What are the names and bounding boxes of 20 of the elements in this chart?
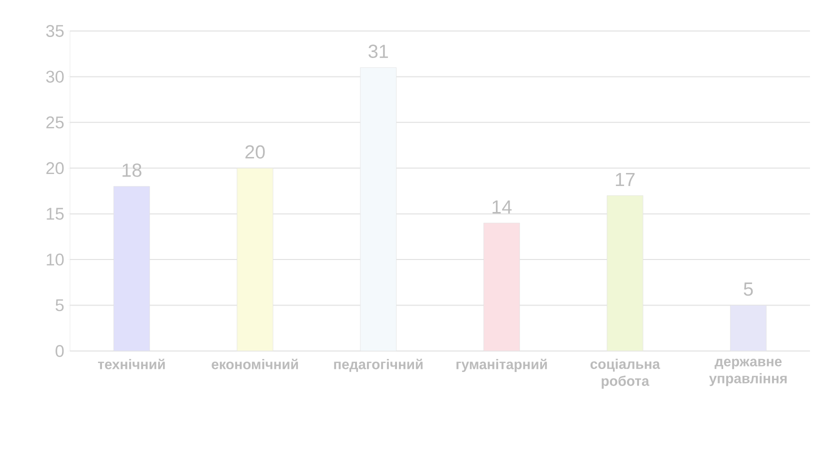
y-tick-label: 20 (46, 162, 64, 174)
x-tick-label: гуманітарний (456, 358, 547, 372)
x-tick-label: економічний (212, 358, 298, 370)
data-label: 31 (368, 44, 388, 58)
y-tick-label: 15 (46, 208, 64, 220)
y-tick-label: 25 (46, 116, 64, 128)
y-tick-label: 35 (46, 24, 64, 37)
data-label: 17 (616, 173, 635, 186)
x-tick-label: технічний (98, 358, 165, 370)
x-tick-label: педагогічний (334, 358, 423, 372)
x-tick-label: державне управління (709, 358, 787, 386)
data-label: 14 (492, 200, 512, 214)
y-tick-label: 5 (56, 299, 64, 312)
data-label: 20 (245, 145, 265, 159)
data-label: 5 (744, 282, 753, 296)
y-tick-label: 10 (46, 254, 64, 266)
y-tick-label: 0 (56, 344, 64, 357)
data-label: 18 (122, 163, 142, 177)
x-tick-label: соціальна робота (590, 358, 660, 389)
y-tick-label: 30 (46, 70, 64, 83)
